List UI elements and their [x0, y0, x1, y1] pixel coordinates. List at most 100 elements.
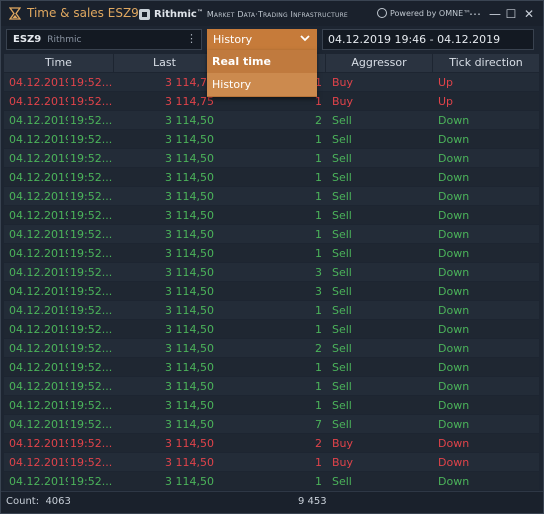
- cell-date: 04.12.2019: [9, 209, 68, 222]
- cell-date: 04.12.2019: [9, 114, 68, 127]
- dropdown-option-real-time[interactable]: Real time: [207, 50, 317, 73]
- cell-price: 3 114,50: [165, 380, 214, 393]
- cell-aggressor: Sell: [332, 228, 352, 241]
- cell-price: 3 114,50: [165, 437, 214, 450]
- cell-aggressor: Buy: [332, 95, 354, 108]
- cell-date: 04.12.2019: [9, 285, 68, 298]
- cell-aggressor: Sell: [332, 114, 352, 127]
- table-row[interactable]: 04.12.2019 19:52... 3 114,50 1 Buy Down: [4, 453, 539, 472]
- table-row[interactable]: 04.12.2019 19:52... 3 114,50 1 Sell Down: [4, 377, 539, 396]
- cell-aggressor: Sell: [332, 209, 352, 222]
- table-row[interactable]: 04.12.2019 19:52... 3 114,50 7 Sell Down: [4, 415, 539, 434]
- cell-volume: 1: [315, 190, 322, 203]
- table-row[interactable]: 04.12.2019 19:52... 3 114,50 1 Sell Down: [4, 130, 539, 149]
- cell-price: 3 114,50: [165, 266, 214, 279]
- cell-price: 3 114,50: [165, 114, 214, 127]
- cell-aggressor: Sell: [332, 475, 352, 488]
- minimize-button[interactable]: —: [489, 7, 501, 21]
- cell-tick-direction: Down: [438, 152, 470, 165]
- cell-volume: 1: [315, 361, 322, 374]
- cell-tick-direction: Down: [438, 456, 470, 469]
- cell-time: 19:52...: [70, 152, 113, 165]
- cell-volume: 1: [315, 171, 322, 184]
- cell-tick-direction: Down: [438, 133, 470, 146]
- cell-price: 3 114,50: [165, 342, 214, 355]
- cell-volume: 1: [315, 76, 322, 89]
- omne-logo-icon: [377, 8, 387, 18]
- rithmic-logo-icon: [139, 8, 150, 20]
- table-row[interactable]: 04.12.2019 19:52... 3 114,50 1 Sell Down: [4, 225, 539, 244]
- table-row[interactable]: 04.12.2019 19:52... 3 114,50 3 Sell Down: [4, 282, 539, 301]
- table-row[interactable]: 04.12.2019 19:52... 3 114,50 2 Buy Down: [4, 434, 539, 453]
- cell-date: 04.12.2019: [9, 247, 68, 260]
- maximize-button[interactable]: ☐: [505, 7, 517, 21]
- table-row[interactable]: 04.12.2019 19:52... 3 114,50 1 Sell Down: [4, 149, 539, 168]
- status-footer: Count: 4063 9 453: [1, 491, 543, 513]
- cell-time: 19:52...: [70, 95, 113, 108]
- cell-aggressor: Sell: [332, 380, 352, 393]
- table-row[interactable]: 04.12.2019 19:52... 3 114,50 1 Sell Down: [4, 301, 539, 320]
- table-row[interactable]: 04.12.2019 19:52... 3 114,50 1 Sell Down: [4, 244, 539, 263]
- table-row[interactable]: 04.12.2019 19:52... 3 114,50 1 Sell Down: [4, 396, 539, 415]
- symbol-menu-icon[interactable]: ⋮: [186, 32, 197, 45]
- cell-date: 04.12.2019: [9, 380, 68, 393]
- cell-price: 3 114,75: [165, 76, 214, 89]
- cell-tick-direction: Down: [438, 285, 470, 298]
- header-tick-direction[interactable]: Tick direction: [449, 56, 523, 69]
- dropdown-option-history[interactable]: History: [207, 73, 317, 96]
- date-range-field[interactable]: 04.12.2019 19:46 - 04.12.2019 20:46: [322, 29, 534, 65]
- cell-volume: 1: [315, 380, 322, 393]
- cell-time: 19:52...: [70, 133, 113, 146]
- hourglass-icon: [9, 7, 21, 20]
- table-row[interactable]: 04.12.2019 19:52... 3 114,50 1 Sell Down: [4, 168, 539, 187]
- cell-date: 04.12.2019: [9, 190, 68, 203]
- header-time[interactable]: Time: [4, 54, 114, 72]
- cell-tick-direction: Down: [438, 399, 470, 412]
- cell-tick-direction: Down: [438, 437, 470, 450]
- cell-tick-direction: Down: [438, 171, 470, 184]
- cell-time: 19:52...: [70, 247, 113, 260]
- cell-aggressor: Sell: [332, 285, 352, 298]
- cell-aggressor: Sell: [332, 323, 352, 336]
- table-row[interactable]: 04.12.2019 19:52... 3 114,50 1 Sell Down: [4, 206, 539, 225]
- trades-table: Time Last Aggressor Tick direction 04.12…: [4, 54, 539, 491]
- table-row[interactable]: 04.12.2019 19:52... 3 114,50 2 Sell Down: [4, 111, 539, 130]
- count-indicator: Count: 4063: [6, 496, 71, 507]
- close-button[interactable]: ✕: [523, 7, 535, 21]
- symbol-selector[interactable]: ESZ9 Rithmic ⋮: [6, 29, 202, 50]
- cell-price: 3 114,50: [165, 323, 214, 336]
- cell-tick-direction: Down: [438, 380, 470, 393]
- header-last[interactable]: Last: [114, 54, 216, 72]
- cell-volume: 2: [315, 342, 322, 355]
- cell-time: 19:52...: [70, 114, 113, 127]
- symbol-name: ESZ9: [13, 34, 42, 45]
- table-row[interactable]: 04.12.2019 19:52... 3 114,50 2 Sell Down: [4, 339, 539, 358]
- cell-volume: 1: [315, 228, 322, 241]
- cell-time: 19:52...: [70, 285, 113, 298]
- mode-select[interactable]: History: [207, 29, 317, 50]
- title-bar[interactable]: Time & sales ESZ9 Rithmic™ Market Data·T…: [1, 1, 543, 26]
- cell-price: 3 114,50: [165, 475, 214, 488]
- table-row[interactable]: 04.12.2019 19:52... 3 114,50 1 Sell Down: [4, 472, 539, 491]
- table-row[interactable]: 04.12.2019 19:52... 3 114,50 3 Sell Down: [4, 263, 539, 282]
- connection-name: Rithmic: [47, 34, 82, 45]
- omne-text: Powered by OMNE™: [390, 8, 472, 18]
- rithmic-tagline: Market Data·Trading Infrastructure: [206, 9, 348, 19]
- table-row[interactable]: 04.12.2019 19:52... 3 114,50 1 Sell Down: [4, 358, 539, 377]
- cell-time: 19:52...: [70, 361, 113, 374]
- cell-time: 19:52...: [70, 323, 113, 336]
- header-aggressor[interactable]: Aggressor: [326, 54, 433, 72]
- cell-date: 04.12.2019: [9, 399, 68, 412]
- cell-volume: 1: [315, 475, 322, 488]
- window-title: Time & sales ESZ9: [27, 6, 139, 20]
- cell-volume: 1: [315, 209, 322, 222]
- cell-time: 19:52...: [70, 475, 113, 488]
- table-row[interactable]: 04.12.2019 19:52... 3 114,50 1 Sell Down: [4, 320, 539, 339]
- cell-aggressor: Sell: [332, 190, 352, 203]
- table-row[interactable]: 04.12.2019 19:52... 3 114,50 1 Sell Down: [4, 187, 539, 206]
- table-row[interactable]: 04.12.2019 19:52... 3 114,75 1 Buy Up: [4, 92, 539, 111]
- cell-time: 19:52...: [70, 437, 113, 450]
- window-menu-button[interactable]: ⋯: [469, 7, 481, 21]
- cell-tick-direction: Down: [438, 418, 470, 431]
- header-volume[interactable]: [216, 54, 326, 72]
